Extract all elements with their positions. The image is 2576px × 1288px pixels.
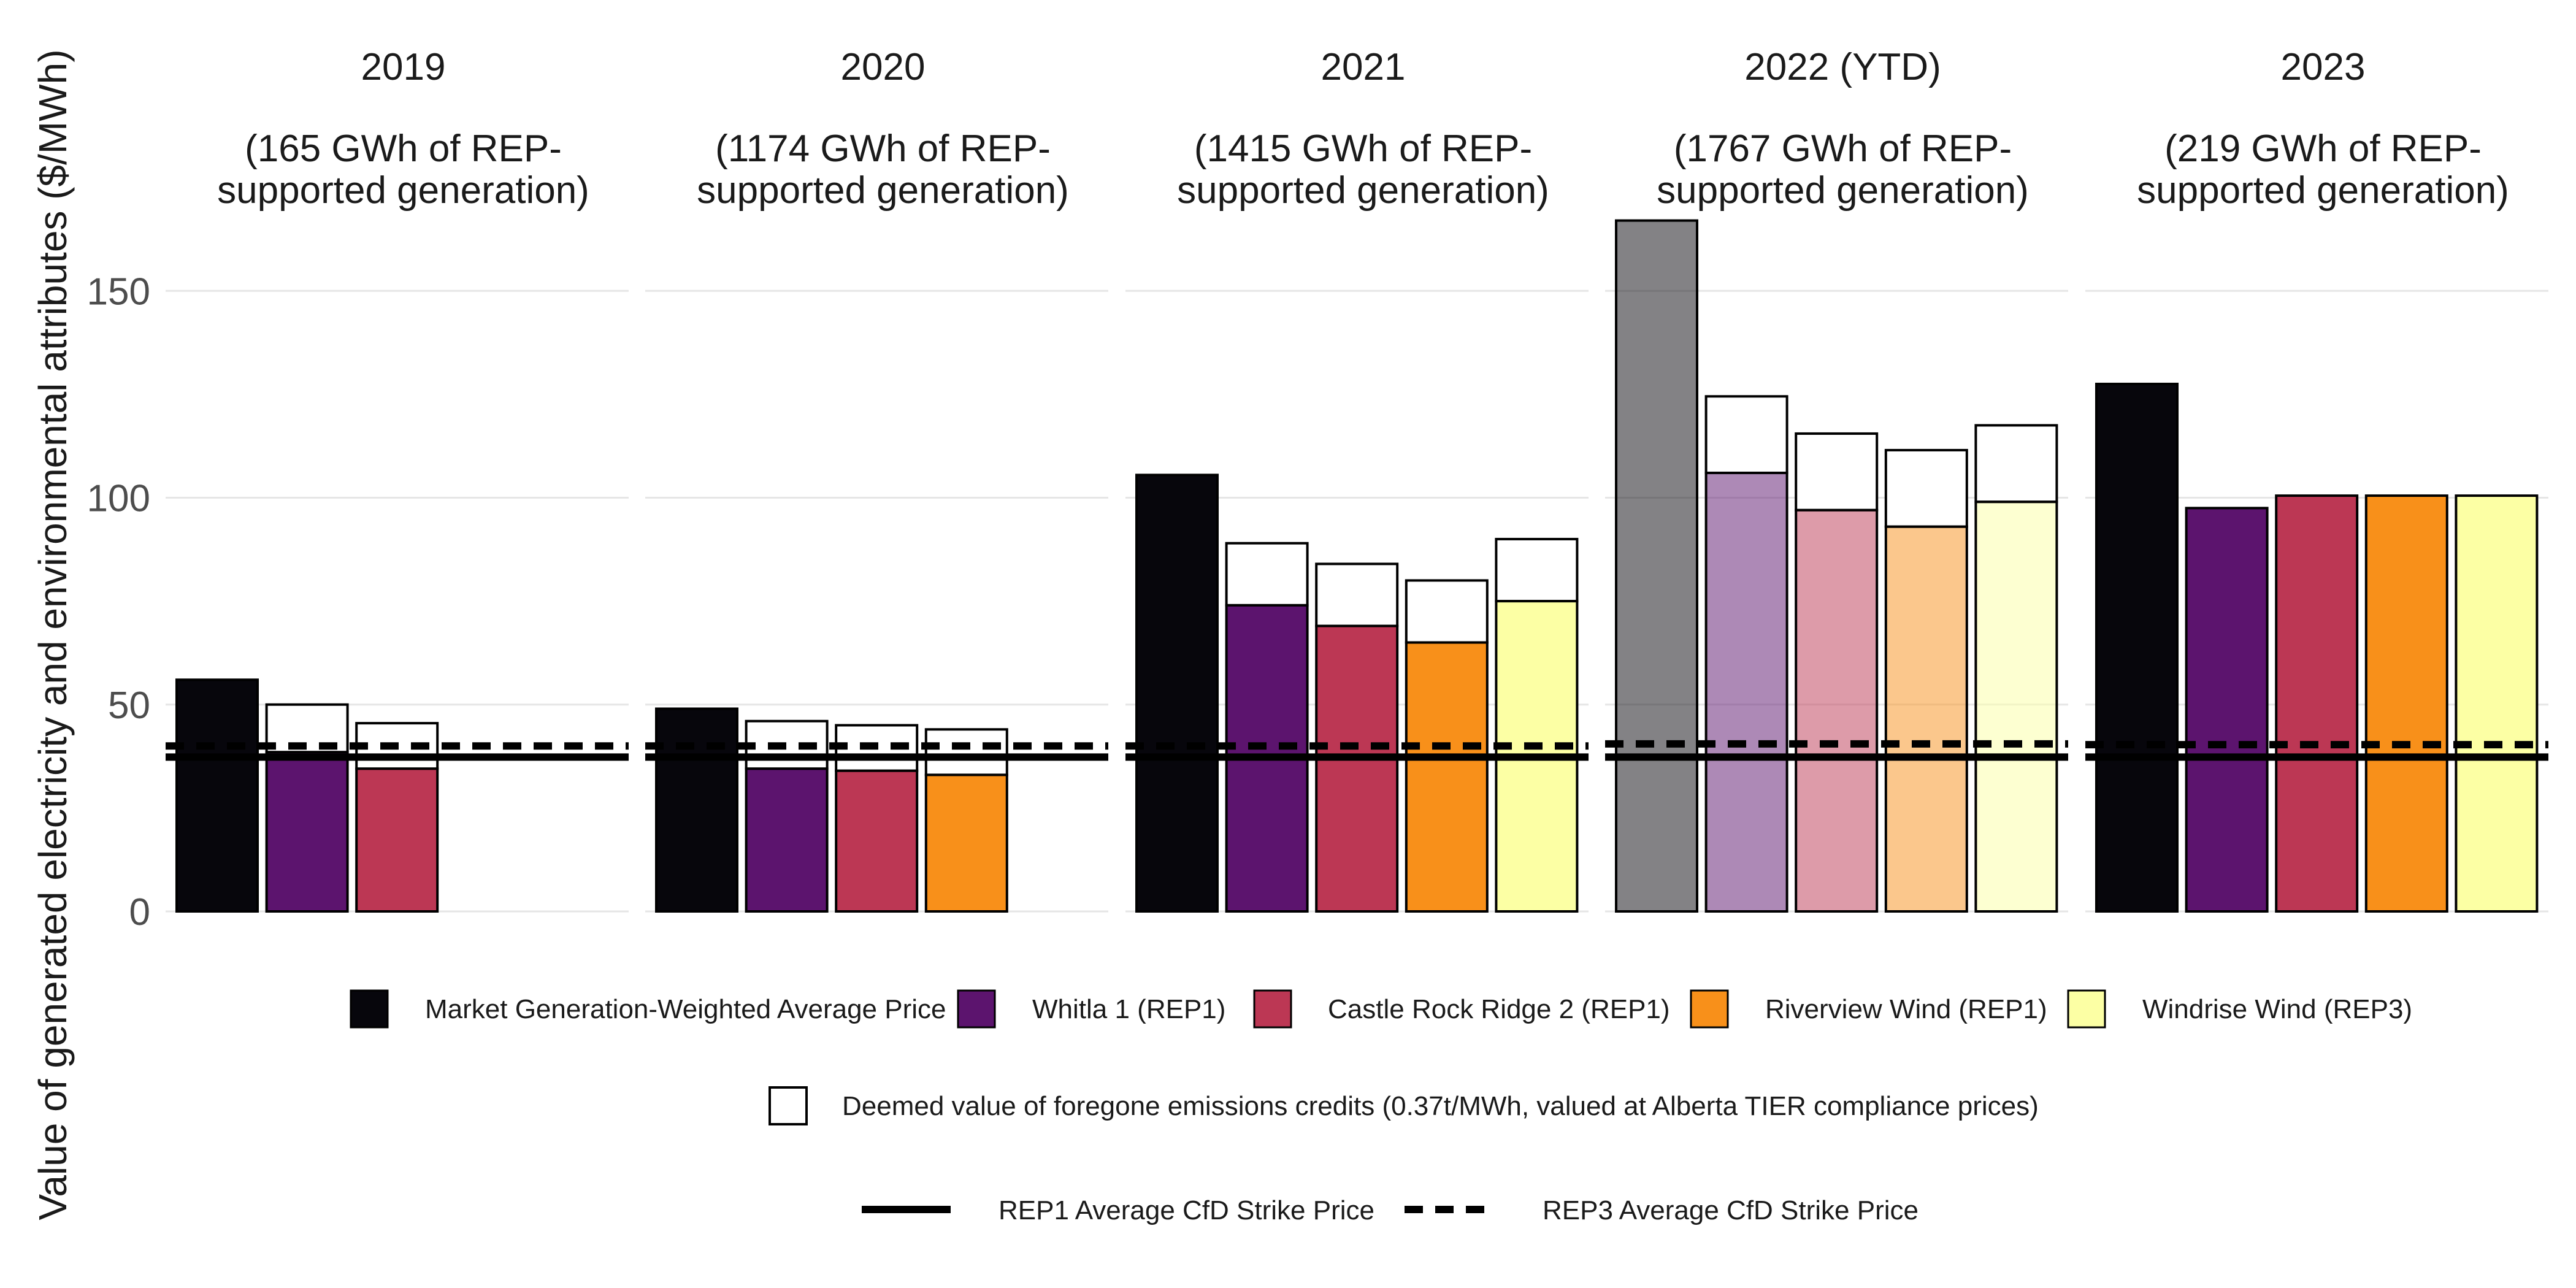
bar-castle — [1795, 508, 1879, 913]
legend: Market Generation-Weighted Average Price… — [350, 989, 2412, 1225]
y-tick-label: 100 — [87, 478, 150, 520]
bar-riverview — [2364, 494, 2448, 913]
panel-year: 2019 — [361, 46, 446, 88]
legend-swatch-market — [350, 989, 389, 1029]
credit-bar — [1795, 432, 1879, 512]
bar-whitla — [2185, 507, 2269, 913]
credit-bar — [924, 728, 1008, 776]
bar-market — [175, 678, 259, 913]
credit-bar — [1405, 579, 1489, 644]
panel-subtitle: (1767 GWh of REP- — [1674, 128, 2012, 170]
credit-bar — [1225, 542, 1309, 607]
credit-bar — [1704, 395, 1788, 475]
legend-swatch-whitla — [957, 989, 996, 1029]
bar-market — [1135, 473, 1219, 913]
panel-subtitle: (165 GWh of REP- — [245, 128, 562, 170]
legend-label-rep3: REP3 Average CfD Strike Price — [1543, 1195, 1919, 1225]
panel-subtitle: supported generation) — [2137, 169, 2509, 212]
bar-castle — [2275, 494, 2359, 913]
bar-castle — [1315, 624, 1399, 913]
y-tick-label: 150 — [87, 270, 150, 313]
bar-whitla — [265, 751, 349, 913]
bar-windrise — [2455, 494, 2539, 913]
legend-swatch-credit — [769, 1086, 808, 1125]
legend-label-market: Market Generation-Weighted Average Price — [425, 994, 946, 1024]
legend-swatch-castle — [1253, 989, 1292, 1029]
legend-label-rep1: REP1 Average CfD Strike Price — [999, 1195, 1374, 1225]
panel-subtitle: (1174 GWh of REP- — [715, 128, 1051, 170]
bar-riverview — [924, 773, 1008, 913]
legend-label-riverview: Riverview Wind (REP1) — [1765, 994, 2047, 1024]
panel-year: 2021 — [1321, 46, 1406, 88]
y-axis-label: Value of generated electricity and envir… — [31, 49, 75, 1220]
panel-year: 2020 — [841, 46, 926, 88]
y-axis: 0 50 100 150 — [87, 270, 150, 933]
credit-bar — [1884, 448, 1968, 528]
strike-lines — [166, 740, 2548, 761]
panel-subtitle: supported generation) — [217, 169, 589, 212]
legend-swatch-windrise — [2067, 989, 2106, 1029]
y-tick-label: 50 — [108, 684, 150, 727]
bar-market — [655, 707, 738, 913]
bar-castle — [835, 769, 919, 913]
legend-label-whitla: Whitla 1 (REP1) — [1032, 994, 1225, 1024]
bar-windrise — [1974, 500, 2058, 913]
bar-riverview — [1884, 525, 1968, 913]
bar-market — [2095, 383, 2179, 913]
panel-year: 2022 (YTD) — [1744, 46, 1941, 88]
credit-bar — [1974, 424, 2058, 504]
bar-castle — [355, 767, 439, 913]
bar-riverview — [1405, 641, 1489, 913]
credit-bar — [1495, 537, 1579, 603]
bar-whitla — [1704, 472, 1788, 913]
legend-label-windrise: Windrise Wind (REP3) — [2142, 994, 2412, 1024]
bar-whitla — [745, 767, 829, 913]
panel-subtitle: (1415 GWh of REP- — [1194, 128, 1532, 170]
panel-subtitle: supported generation) — [697, 169, 1069, 212]
legend-swatch-riverview — [1690, 989, 1729, 1029]
bars — [175, 219, 2539, 913]
panel-subtitle: supported generation) — [1177, 169, 1549, 212]
panel-subtitle: supported generation) — [1657, 169, 2029, 212]
panel-subtitle: (219 GWh of REP- — [2164, 128, 2482, 170]
panel-year: 2023 — [2281, 46, 2366, 88]
legend-label-castle: Castle Rock Ridge 2 (REP1) — [1328, 994, 1670, 1024]
bar-market — [1615, 219, 1698, 913]
panel-titles: 2019 (165 GWh of REP-supported generation… — [217, 46, 2509, 212]
legend-label-credit: Deemed value of foregone emissions credi… — [842, 1091, 2039, 1121]
y-tick-label: 0 — [129, 891, 150, 933]
credit-bar — [1315, 562, 1399, 627]
